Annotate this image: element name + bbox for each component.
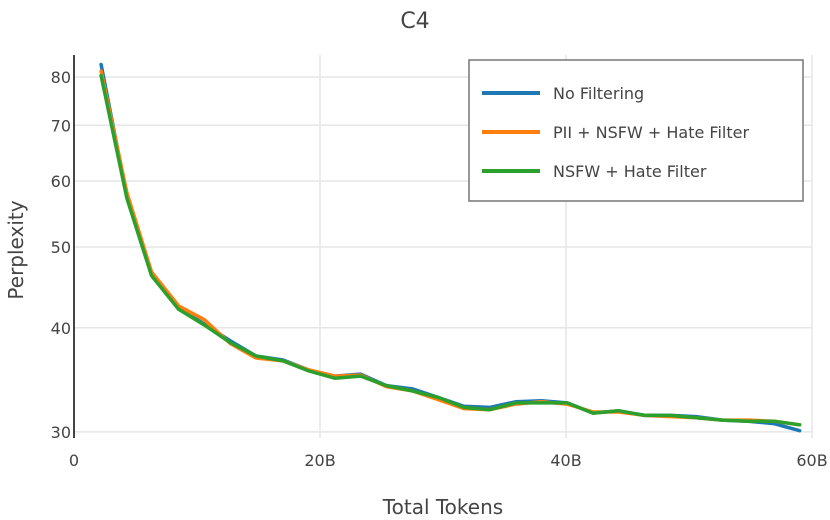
chart-title: C4 bbox=[400, 9, 429, 34]
y-tick-label: 80 bbox=[51, 68, 71, 87]
x-tick-label: 40B bbox=[550, 451, 581, 470]
x-tick-label: 60B bbox=[796, 451, 827, 470]
x-axis-title: Total Tokens bbox=[382, 495, 503, 519]
y-axis-ticks: 30 40 50 60 70 80 bbox=[51, 68, 71, 442]
grid bbox=[74, 55, 813, 438]
legend-label-nsfw-hate: NSFW + Hate Filter bbox=[553, 162, 707, 181]
y-tick-label: 30 bbox=[51, 423, 71, 442]
y-tick-label: 60 bbox=[51, 172, 71, 191]
y-tick-label: 70 bbox=[51, 116, 71, 135]
legend-label-pii-nsfw-hate: PII + NSFW + Hate Filter bbox=[553, 123, 749, 142]
legend-label-no-filtering: No Filtering bbox=[553, 84, 644, 103]
y-tick-label: 50 bbox=[51, 238, 71, 257]
legend: No Filtering PII + NSFW + Hate Filter NS… bbox=[468, 59, 804, 202]
y-tick-label: 40 bbox=[51, 319, 71, 338]
y-axis-title: Perplexity bbox=[4, 200, 28, 299]
series-line-2 bbox=[99, 73, 802, 427]
x-tick-label: 0 bbox=[69, 451, 79, 470]
x-axis-ticks: 0 20B 40B 60B bbox=[69, 451, 828, 470]
series-lines bbox=[99, 62, 802, 433]
x-tick-label: 20B bbox=[304, 451, 335, 470]
